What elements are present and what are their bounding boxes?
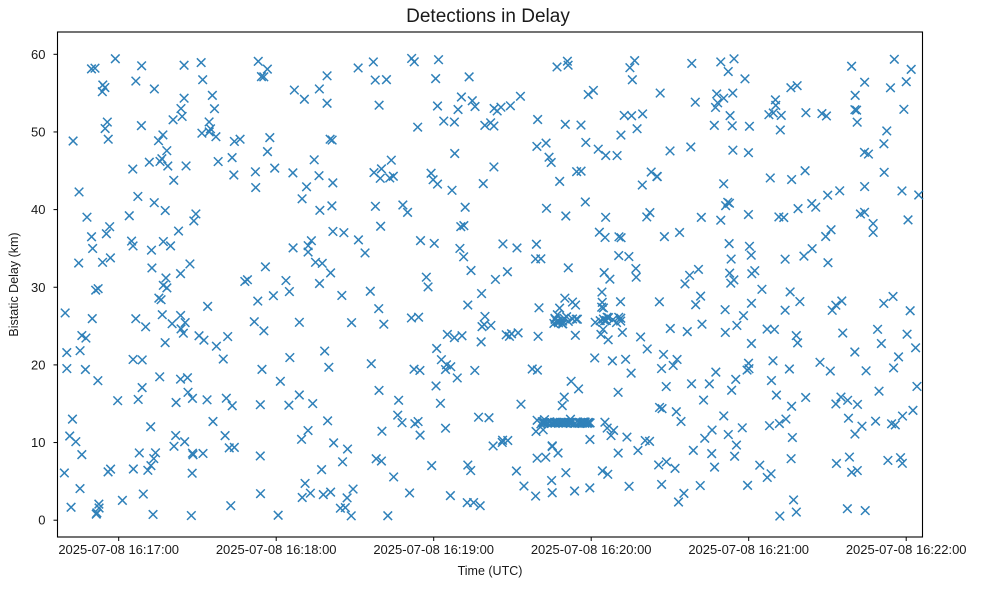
svg-text:Time (UTC): Time (UTC) bbox=[458, 564, 523, 578]
svg-text:50: 50 bbox=[31, 124, 45, 139]
svg-text:2025-07-08 16:19:00: 2025-07-08 16:19:00 bbox=[373, 542, 494, 557]
svg-text:2025-07-08 16:17:00: 2025-07-08 16:17:00 bbox=[58, 542, 179, 557]
svg-text:Bistatic Delay (km): Bistatic Delay (km) bbox=[7, 232, 21, 336]
svg-text:2025-07-08 16:20:00: 2025-07-08 16:20:00 bbox=[531, 542, 652, 557]
svg-text:2025-07-08 16:21:00: 2025-07-08 16:21:00 bbox=[688, 542, 809, 557]
svg-text:10: 10 bbox=[31, 435, 45, 450]
svg-text:40: 40 bbox=[31, 202, 45, 217]
svg-text:2025-07-08 16:18:00: 2025-07-08 16:18:00 bbox=[216, 542, 337, 557]
svg-text:30: 30 bbox=[31, 280, 45, 295]
svg-text:2025-07-08 16:22:00: 2025-07-08 16:22:00 bbox=[846, 542, 967, 557]
svg-text:60: 60 bbox=[31, 47, 45, 62]
svg-text:20: 20 bbox=[31, 357, 45, 372]
svg-text:0: 0 bbox=[38, 513, 45, 528]
